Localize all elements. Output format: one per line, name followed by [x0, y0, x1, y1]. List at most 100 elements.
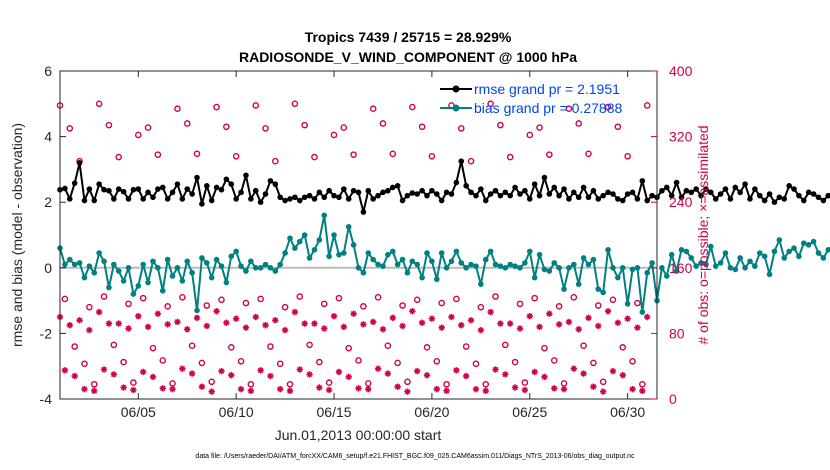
rmse-point	[766, 191, 773, 197]
assimilated-marker	[208, 388, 215, 395]
assimilated-marker	[213, 308, 220, 315]
bias-point	[101, 258, 107, 265]
possible-marker	[634, 299, 641, 307]
bias-point	[737, 255, 743, 261]
assimilated-marker	[91, 387, 98, 394]
assimilated-marker	[570, 365, 578, 372]
rmse-point	[140, 196, 146, 202]
data-file-footer: data file: /Users/raeder/DAI/ATM_forcXX/…	[195, 453, 635, 460]
assimilated-marker	[232, 315, 240, 322]
bias-point	[796, 253, 802, 260]
rmse-point	[639, 178, 646, 184]
bias-point	[756, 250, 763, 256]
rmse-point	[673, 179, 680, 186]
rmse-point	[624, 191, 631, 197]
possible-marker	[110, 341, 118, 349]
bias-point	[815, 250, 822, 256]
x-tick-label: 06/05	[121, 404, 156, 420]
assimilated-marker	[487, 308, 494, 316]
assimilated-marker	[242, 324, 250, 331]
assimilated-marker	[159, 385, 166, 392]
assimilated-marker	[61, 367, 69, 374]
bias-point	[228, 253, 235, 260]
rmse-point	[399, 197, 406, 204]
rmse-point	[590, 187, 597, 194]
possible-marker	[453, 295, 460, 303]
assimilated-marker	[609, 367, 617, 375]
bias-point	[624, 301, 631, 307]
bias-point	[551, 260, 558, 266]
rmse-point	[668, 192, 675, 199]
assimilated-marker	[560, 385, 568, 393]
bias-point	[399, 256, 406, 263]
bias-point	[204, 260, 210, 266]
possible-marker	[301, 121, 308, 129]
possible-marker	[149, 344, 157, 352]
legend-rmse-label: rmse grand pr = 2.1951	[474, 81, 620, 97]
rmse-point	[526, 196, 533, 202]
rmse-point	[341, 186, 347, 192]
rmse-point	[292, 194, 298, 201]
rmse-point	[296, 197, 303, 204]
rmse-point	[448, 191, 455, 197]
rmse-point	[86, 186, 93, 192]
rmse-point	[634, 196, 641, 202]
rmse-point	[81, 197, 88, 204]
rmse-point	[556, 192, 562, 199]
assimilated-marker	[223, 319, 230, 326]
bias-point	[243, 268, 249, 274]
bias-point	[301, 232, 308, 238]
assimilated-marker	[247, 387, 255, 394]
rmse-point	[350, 187, 357, 194]
rmse-series	[57, 158, 830, 215]
rmse-point	[791, 186, 797, 192]
rmse-point	[619, 197, 626, 204]
rmse-point	[306, 192, 313, 199]
bias-point	[712, 263, 719, 269]
assimilated-marker	[423, 372, 431, 379]
bias-point	[663, 273, 670, 279]
bias-point	[776, 237, 783, 243]
assimilated-marker	[110, 371, 118, 378]
bias-point	[296, 238, 303, 245]
rmse-point	[492, 187, 499, 194]
bias-point	[771, 248, 778, 255]
rmse-point	[473, 192, 479, 199]
rmse-point	[801, 197, 807, 204]
rmse-point	[252, 187, 259, 194]
bias-point	[571, 261, 577, 268]
rmse-point	[698, 192, 704, 199]
bias-point	[556, 265, 562, 271]
bias-point	[145, 279, 151, 286]
bias-point	[717, 260, 724, 266]
possible-marker	[443, 380, 450, 388]
bias-point	[786, 248, 792, 255]
possible-marker	[179, 294, 186, 301]
bias-point	[497, 263, 504, 269]
possible-marker	[619, 344, 627, 351]
legend-bias-marker	[452, 104, 460, 112]
bias-point	[311, 246, 318, 253]
bias-point	[698, 260, 704, 266]
bias-point	[708, 243, 714, 250]
rmse-point	[208, 197, 215, 204]
possible-marker	[134, 131, 142, 139]
possible-marker	[325, 379, 333, 386]
bias-point	[512, 263, 518, 269]
assimilated-marker	[135, 312, 142, 320]
possible-marker	[374, 294, 382, 301]
bias-point	[659, 265, 665, 271]
possible-marker	[340, 124, 348, 131]
assimilated-marker	[526, 312, 533, 320]
left-axis-label: rmse and bias (model - observation)	[9, 123, 25, 347]
possible-marker	[100, 293, 108, 300]
bias-point	[458, 260, 465, 266]
bias-point	[429, 258, 435, 265]
bias-point	[820, 255, 827, 261]
rmse-point	[238, 189, 244, 196]
rmse-point	[257, 199, 264, 205]
possible-marker	[320, 300, 328, 308]
right-tick-label: 240	[669, 194, 693, 210]
possible-marker	[599, 378, 607, 386]
bias-point	[86, 263, 93, 269]
